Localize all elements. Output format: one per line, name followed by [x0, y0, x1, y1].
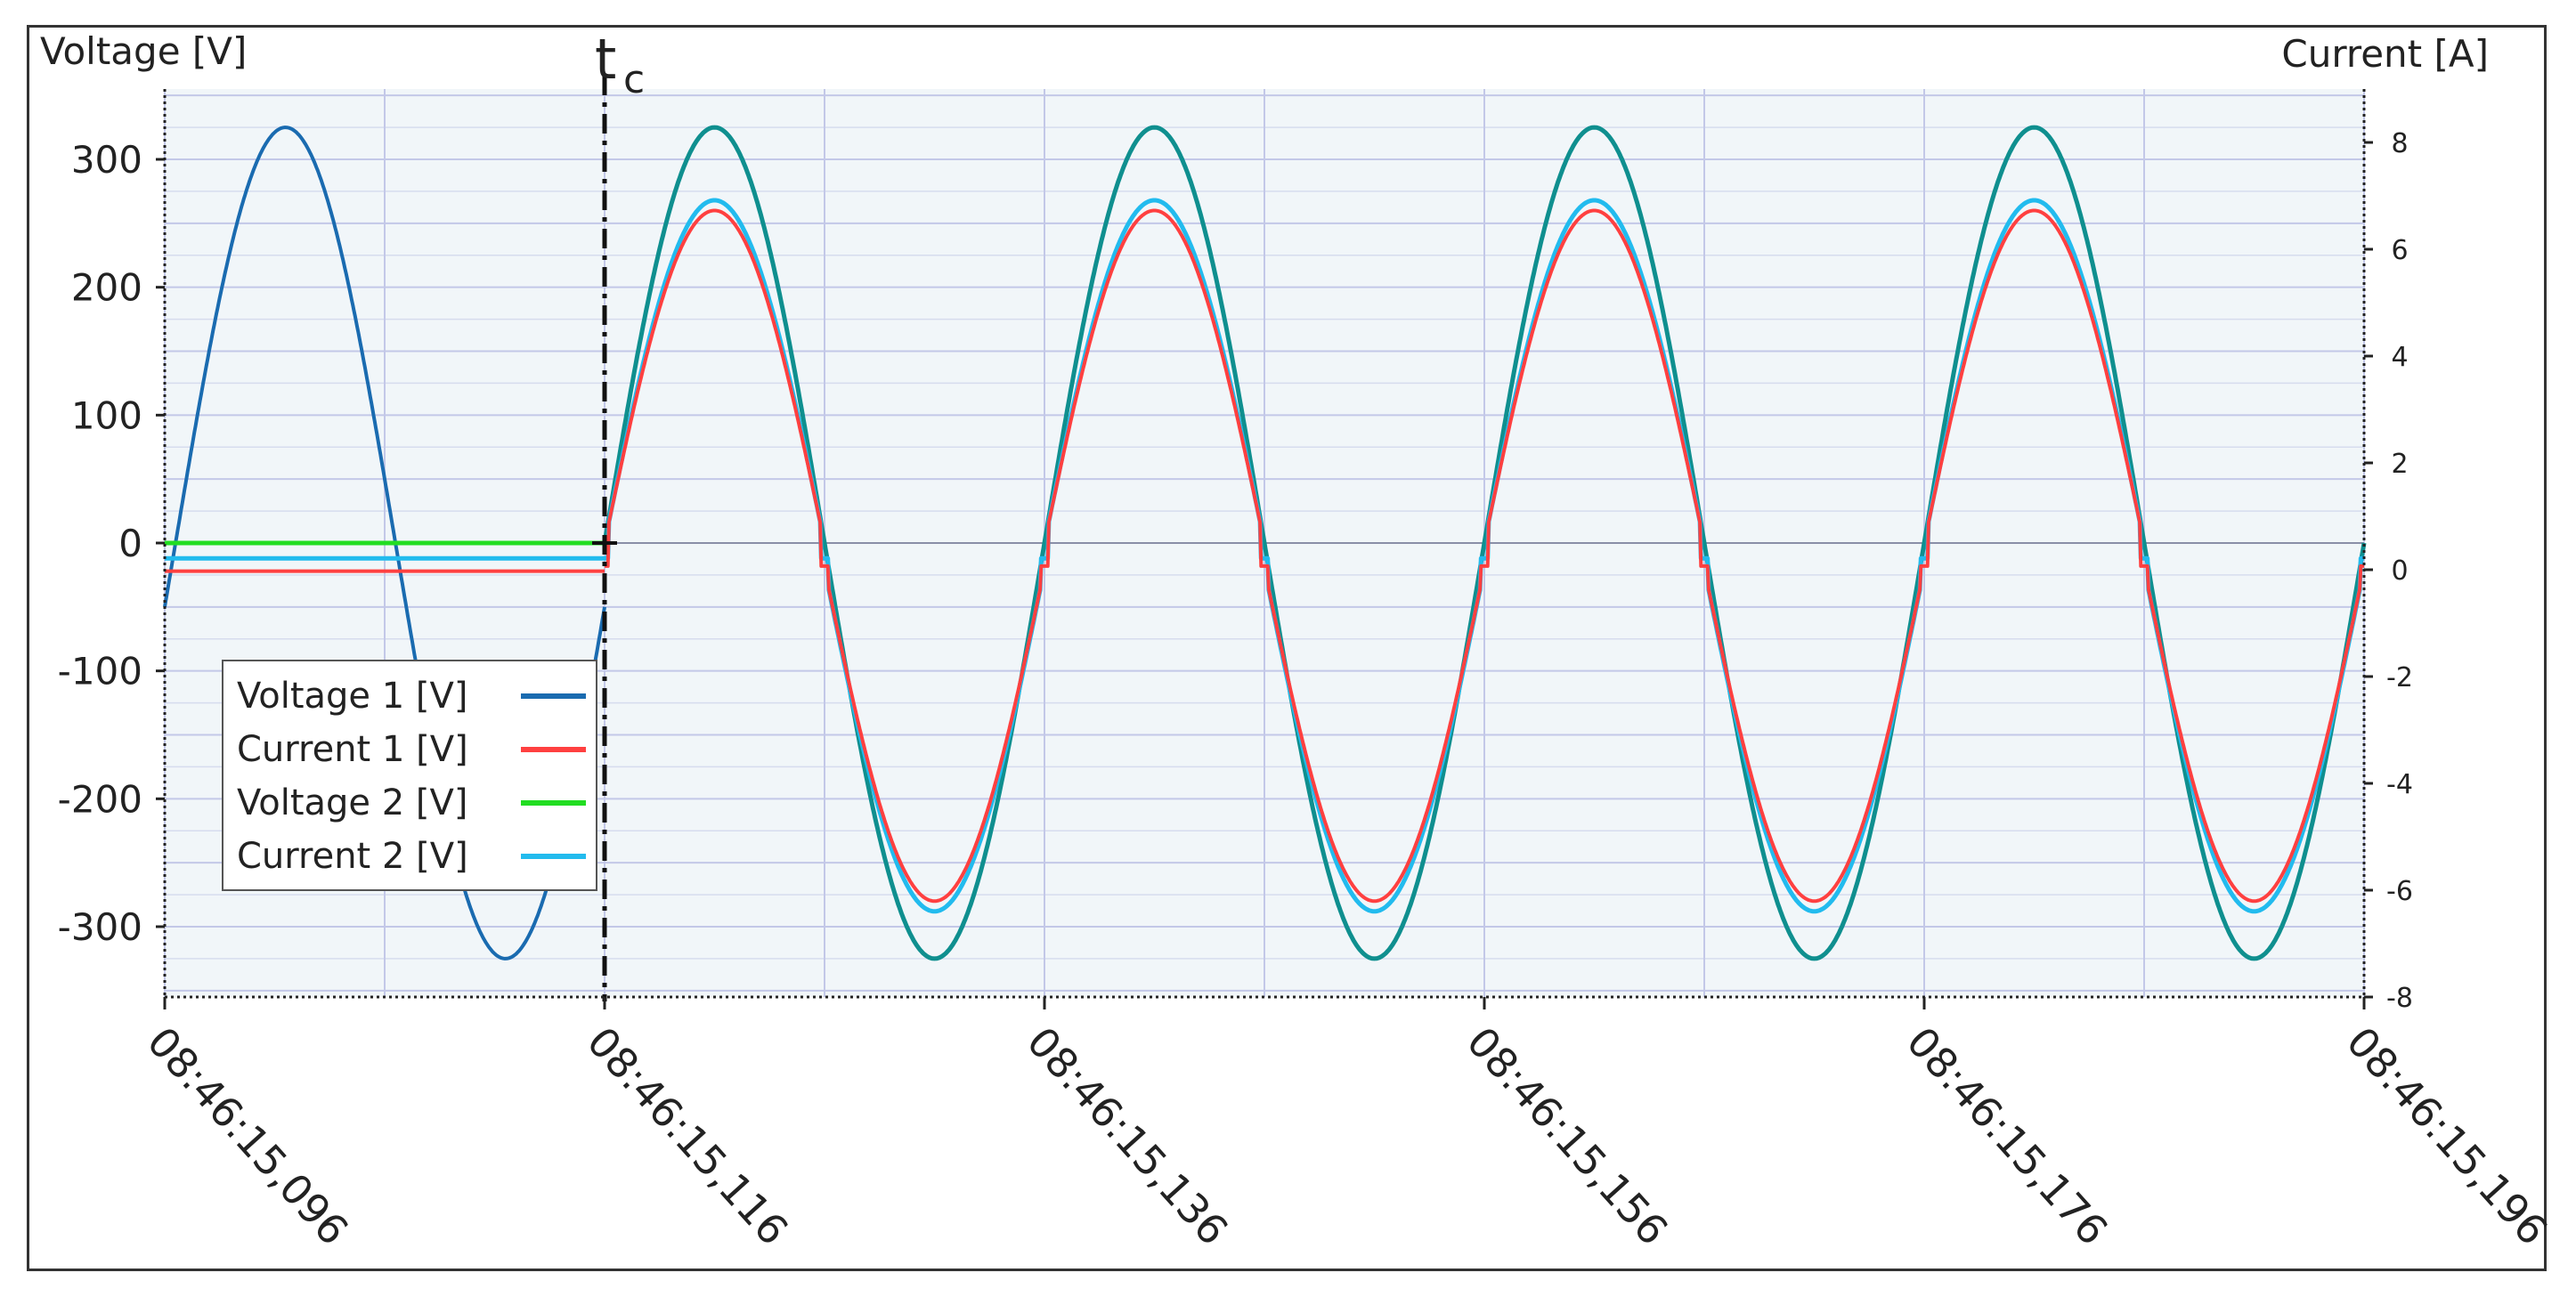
y-left-tick-label: -300: [58, 905, 142, 949]
legend-entry-current-2: Current 2 [V]: [237, 836, 468, 877]
x-tick-label: 08:46:15,156: [1458, 1017, 1678, 1254]
series-voltage-2-post: [602, 125, 2367, 961]
y-left-tick-label: 300: [71, 138, 142, 182]
legend-entry-voltage-2: Voltage 2 [V]: [237, 782, 468, 823]
x-tick-label: 08:46:15,176: [1897, 1017, 2117, 1254]
y-right-tick-label: 2: [2391, 449, 2408, 480]
series-current-2-post: [603, 198, 2366, 914]
series-voltage-1: [163, 126, 606, 961]
y-left-tick-label: -100: [58, 650, 142, 693]
y-left-tick-label: 200: [71, 266, 142, 310]
y-right-tick-label: 6: [2391, 235, 2408, 266]
y-left-tick-label: 100: [71, 393, 142, 437]
marker-label-main: t: [595, 27, 616, 92]
legend-entry-current-1: Current 1 [V]: [237, 729, 468, 770]
legend-box: [222, 660, 597, 891]
marker-label-subscript: c: [623, 57, 645, 102]
x-tick-label: 08:46:15,196: [2337, 1017, 2557, 1254]
x-tick-label: 08:46:15,136: [1018, 1017, 1238, 1254]
legend: Voltage 1 [V] Current 1 [V] Voltage 2 [V…: [222, 660, 597, 891]
x-tick-label: 08:46:15,116: [578, 1017, 798, 1254]
y-axis-right-label: Current [A]: [2281, 32, 2489, 76]
y-right-tick-label: -2: [2386, 662, 2413, 693]
y-right-tick-label: 8: [2391, 128, 2408, 159]
y-right-tick-label: -6: [2386, 876, 2413, 907]
x-tick-label: 08:46:15,096: [138, 1017, 358, 1254]
y-right-tick-label: -8: [2386, 983, 2413, 1014]
y-right-tick-label: 4: [2391, 342, 2408, 373]
marker-label: t c: [595, 27, 645, 102]
series-current-1-post: [604, 208, 2365, 904]
y-right-tick-label: 0: [2391, 555, 2408, 587]
y-left-tick-label: -200: [58, 777, 142, 821]
y-left-tick-label: 0: [118, 522, 142, 565]
y-right-tick-label: -4: [2386, 769, 2413, 800]
legend-entry-voltage-1: Voltage 1 [V]: [237, 676, 468, 717]
series-layer: [163, 76, 2367, 1001]
y-axis-left-label: Voltage [V]: [40, 29, 247, 73]
